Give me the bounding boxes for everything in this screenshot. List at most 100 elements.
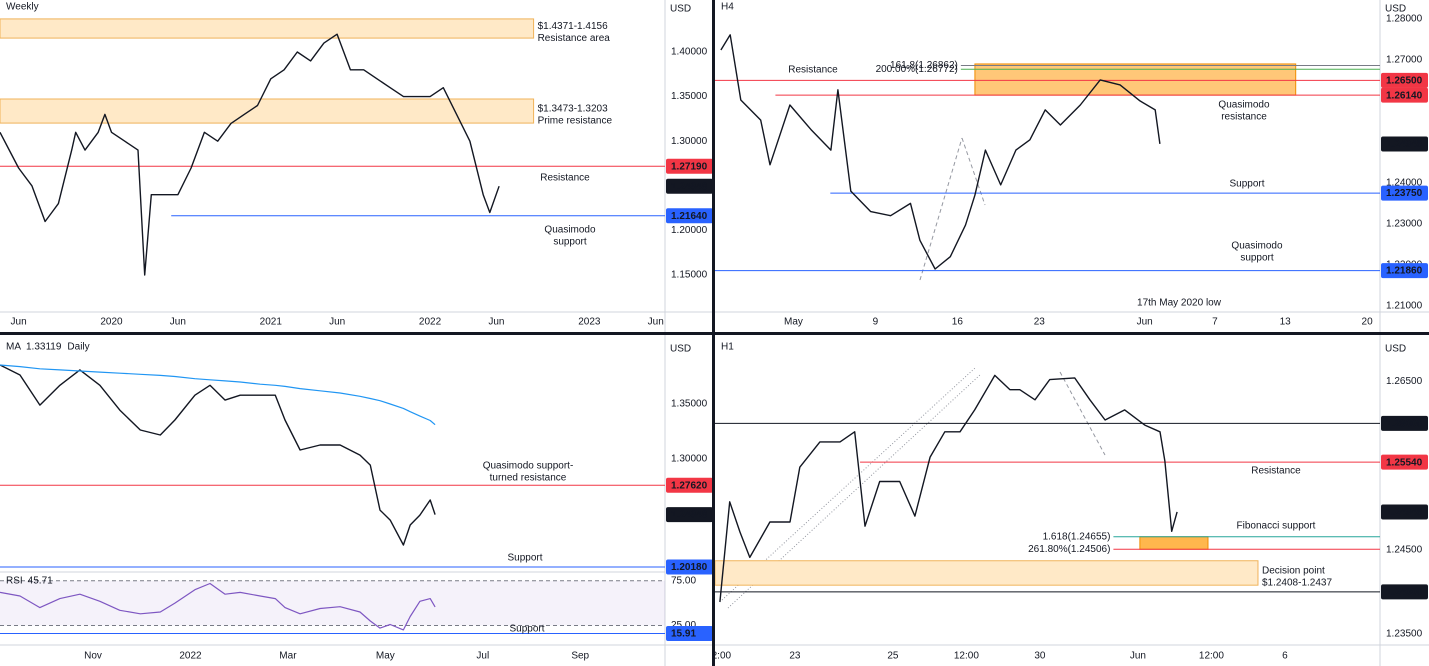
x-tick-label: 2:00 [712, 651, 732, 662]
currency-label: USD [670, 4, 691, 15]
chart-title: H4 [721, 2, 734, 13]
x-tick-label: Mar [279, 651, 297, 662]
x-tick-label: 7 [1212, 317, 1218, 328]
y-tick-label: 1.30000 [671, 136, 708, 147]
x-tick-label: 25 [887, 651, 899, 662]
annotation: Resistance [540, 173, 590, 184]
price-tag [1381, 263, 1428, 279]
fib-guide [961, 137, 986, 206]
annotation: Quasimodo [544, 225, 596, 236]
y2-tick-label: 25.00 [671, 620, 696, 631]
annotation: 17th May 2020 low [1137, 298, 1222, 309]
price-tag-label: 1.21860 [1386, 266, 1423, 277]
y-tick-label: 1.20000 [671, 225, 708, 236]
zone [0, 98, 535, 124]
chart-title: H1 [721, 342, 734, 353]
rsi-line [0, 582, 436, 631]
zone [1139, 536, 1209, 550]
zone-label: $1.2408-1.2437 [1262, 578, 1333, 589]
ma-line [0, 364, 436, 426]
x-tick-label: May [376, 651, 395, 662]
annotation: turned resistance [490, 473, 567, 484]
zone [0, 18, 535, 39]
x-tick-label: 2023 [578, 317, 601, 328]
annotation: Quasimodo support- [483, 461, 574, 472]
x-tick-label: Jun [488, 317, 504, 328]
price-tag-label: 1.24948 [1386, 139, 1423, 150]
price-tag-label: 1.23750 [1386, 188, 1423, 199]
x-tick-label: 13 [1280, 317, 1292, 328]
legend-value: 1.33119 [26, 342, 62, 353]
level-note: 161.8(1.26862) [890, 60, 958, 71]
x-tick-label: 9 [873, 317, 879, 328]
zone-label: Prime resistance [538, 116, 613, 127]
price-tag [1381, 504, 1428, 520]
price-line [719, 374, 1178, 603]
price-tag [666, 477, 713, 493]
annotation: Quasimodo [1231, 241, 1283, 252]
y-tick-label: 1.35000 [671, 91, 708, 102]
annotation: Fibonacci support [1237, 521, 1316, 532]
level-note: 1.618(1.24655) [1043, 531, 1111, 542]
currency-label: USD [1385, 4, 1406, 15]
price-tag-label: 1.27620 [671, 480, 708, 491]
price-tag [1381, 136, 1428, 152]
zone-label: Resistance area [538, 33, 611, 44]
price-tag [1381, 415, 1428, 431]
y-tick-label: 1.28000 [1386, 14, 1423, 25]
legend-value: 45.71 [28, 576, 53, 587]
price-tag [666, 208, 713, 224]
price-tag-label: 1.26000 [1386, 419, 1423, 430]
x-tick-label: 30 [1034, 651, 1046, 662]
x-tick-label: 6 [1282, 651, 1288, 662]
level-note: 200.00%(1.26772) [876, 64, 958, 75]
x-tick-label: Jun [329, 317, 345, 328]
price-tag-label: 15.91 [671, 629, 696, 640]
x-tick-label: 2022 [179, 651, 202, 662]
price-tag-label: 1.26500 [1386, 75, 1423, 86]
price-tag [666, 178, 713, 194]
price-tag-label: 1.24948 [671, 181, 708, 192]
price-tag-label: 1.24948 [671, 510, 708, 521]
y-tick-label: 1.15000 [671, 270, 708, 281]
y-tick-label: 1.40000 [671, 47, 708, 58]
price-tag-label: 1.27190 [671, 161, 708, 172]
annotation: resistance [1221, 112, 1267, 123]
fib-guide [919, 137, 963, 281]
price-tag-label: 1.21640 [671, 211, 708, 222]
level-note: 261.80%(1.24506) [1028, 544, 1110, 555]
x-tick-label: May [784, 317, 803, 328]
annotation: Support [1229, 179, 1264, 190]
zone-label: $1.4371-1.4156 [538, 21, 609, 32]
price-tag [666, 626, 713, 642]
price-tag [1381, 185, 1428, 201]
zone [974, 63, 1297, 96]
chart-title: Weekly [6, 2, 39, 13]
annotation: Support [509, 624, 544, 635]
price-line [0, 33, 500, 276]
annotation: Resistance [1251, 466, 1301, 477]
x-tick-label: 23 [1034, 317, 1046, 328]
x-tick-label: Nov [84, 651, 102, 662]
zone-label: Decision point [1262, 566, 1325, 577]
rsi-band [0, 580, 665, 626]
price-tag [666, 158, 713, 174]
x-tick-label: 12:00 [1199, 651, 1224, 662]
x-tick-label: Jul [476, 651, 489, 662]
x-tick-label: 12:00 [954, 651, 979, 662]
x-tick-label: Jun [11, 317, 27, 328]
annotation: support [553, 237, 587, 248]
x-tick-label: 2020 [100, 317, 123, 328]
price-tag [1381, 72, 1428, 88]
y-tick-label: 1.21000 [1386, 300, 1423, 311]
y-tick-label: 1.24000 [1386, 177, 1423, 188]
price-tag-label: 1.25540 [1386, 457, 1423, 468]
x-tick-label: 16 [952, 317, 964, 328]
zone [714, 560, 1259, 586]
x-tick-label: Jun [1137, 317, 1153, 328]
y-tick-label: 1.35000 [671, 399, 708, 410]
x-tick-label: Jun [648, 317, 664, 328]
price-tag-label: 1.26140 [1386, 90, 1423, 101]
